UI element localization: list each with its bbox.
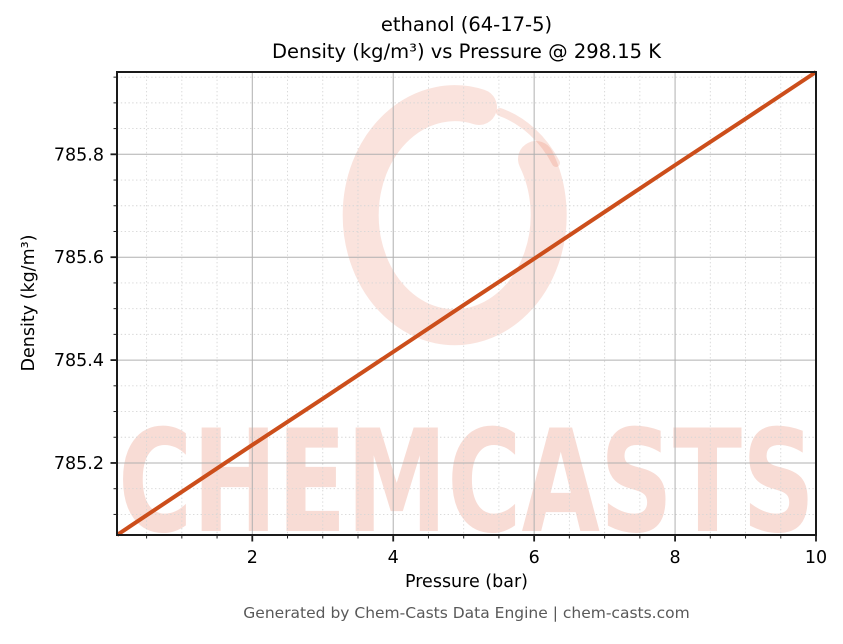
y-tick-label: 785.2 <box>54 454 104 474</box>
data-line-density <box>115 70 818 537</box>
chart-title-line1: ethanol (64-17-5) <box>380 13 553 36</box>
y-tick-label: 785.6 <box>54 248 104 268</box>
axis-ticks: 2 4 6 8 10 785.2 785.4 785.6 785.8 <box>54 76 827 568</box>
x-tick-label: 2 <box>247 548 258 568</box>
chemcasts-logo-swoosh-icon <box>496 108 560 167</box>
y-axis-label: Density (kg/m³) <box>19 234 39 372</box>
x-axis-label: Pressure (bar) <box>405 572 528 592</box>
chart-title-line2: Density (kg/m³) vs Pressure @ 298.15 K <box>271 39 662 63</box>
y-tick-label: 785.8 <box>54 145 104 165</box>
plot-border <box>116 71 817 536</box>
x-tick-label: 6 <box>529 548 540 568</box>
chart-title: ethanol (64-17-5) Density (kg/m³) vs Pre… <box>117 12 816 65</box>
y-tick-label: 785.4 <box>54 351 104 371</box>
x-tick-label: 10 <box>805 548 827 568</box>
x-tick-label: 4 <box>388 548 399 568</box>
watermark: CHEMCASTS <box>118 85 815 565</box>
chemcasts-c-logo-icon <box>342 85 567 346</box>
watermark-text: CHEMCASTS <box>118 400 815 565</box>
x-tick-label: 8 <box>670 548 681 568</box>
footer-caption: Generated by Chem-Casts Data Engine | ch… <box>243 604 690 622</box>
